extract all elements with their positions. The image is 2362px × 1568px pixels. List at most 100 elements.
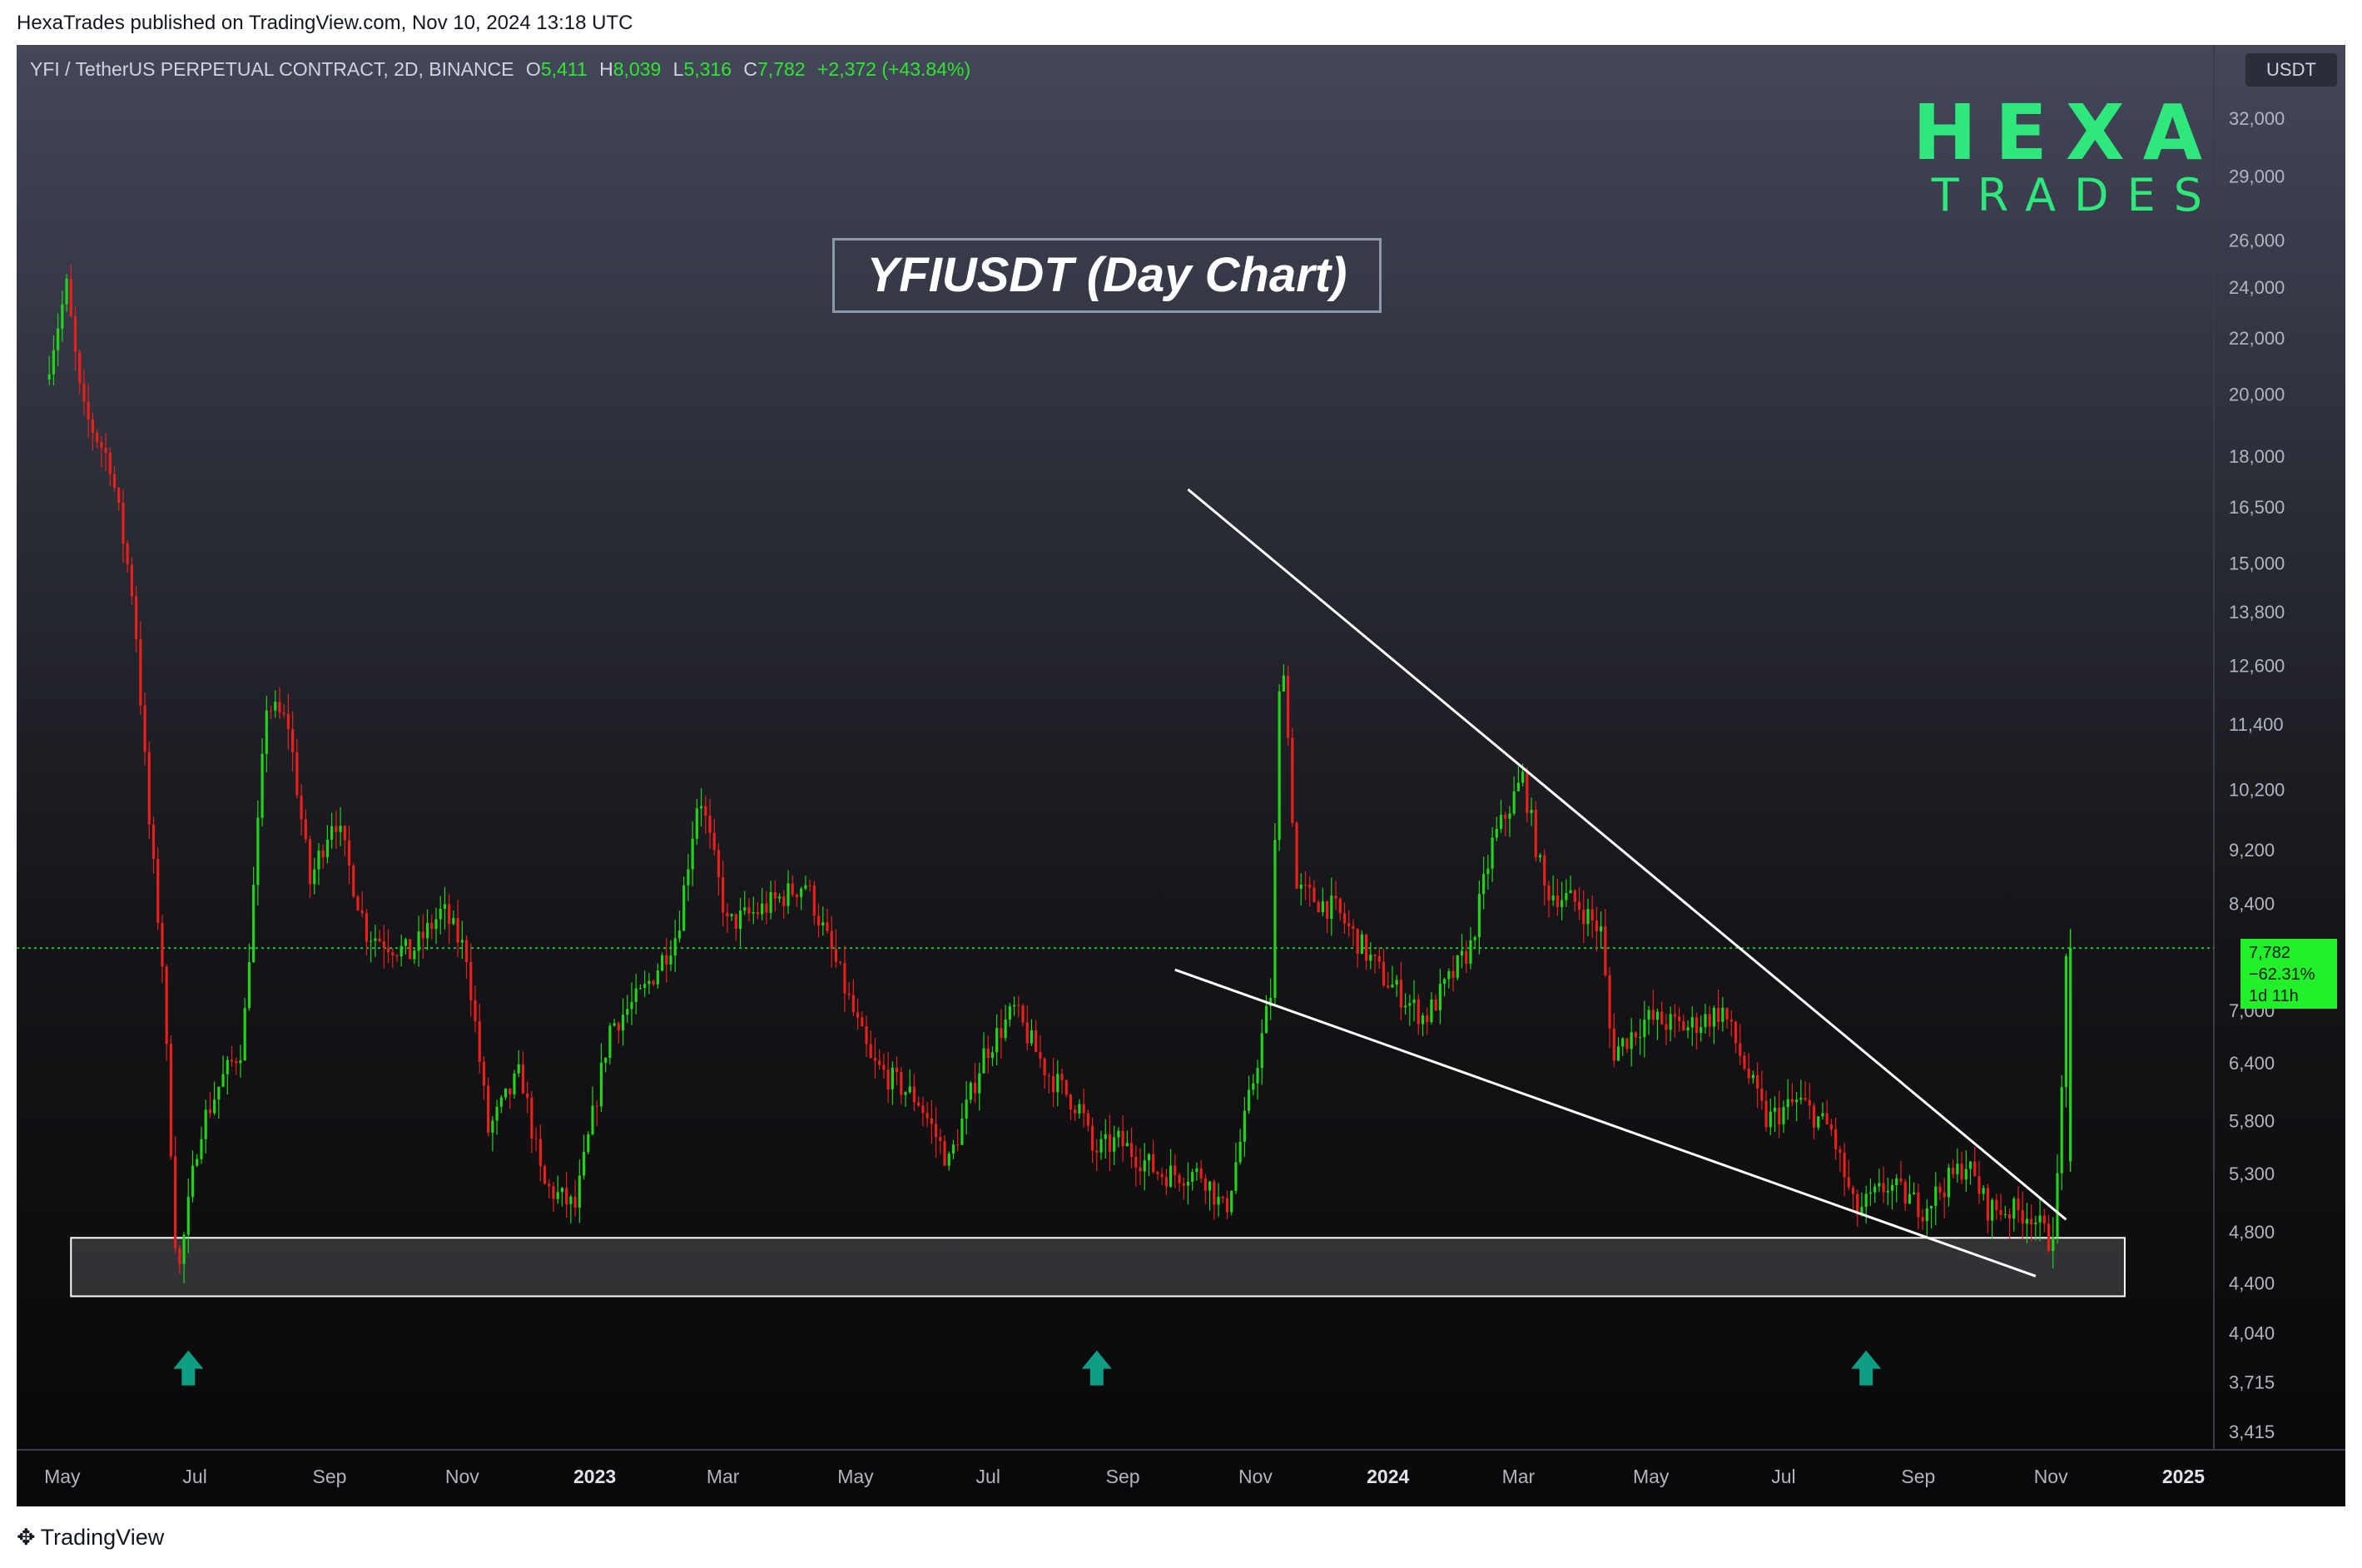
candle	[1199, 1160, 1203, 1183]
candle	[365, 909, 369, 956]
candle-body	[460, 940, 464, 943]
candle	[1917, 1183, 1920, 1230]
candle	[1995, 1193, 1998, 1220]
chart-area[interactable]: 32,000 29,000 26,000 24,000 22,000 20,000 18,0…	[17, 45, 2345, 1506]
logo-line2: TRADES	[1931, 169, 2221, 221]
candlestick-chart[interactable]: 32,000 29,000 26,000 24,000 22,000 20,000 18,0…	[17, 45, 2345, 1506]
candle	[135, 585, 138, 653]
candle-body	[370, 940, 373, 942]
candle-body	[1286, 675, 1290, 738]
candle	[865, 1015, 868, 1058]
candle-body	[282, 712, 285, 714]
candle-body	[1600, 926, 1603, 932]
candle-body	[478, 1021, 481, 1062]
candle-body	[530, 1097, 533, 1139]
candle	[1786, 1079, 1789, 1120]
candle-body	[791, 883, 794, 895]
candle	[1213, 1178, 1216, 1220]
candle-body	[1203, 1178, 1207, 1191]
candle-body	[951, 1144, 955, 1154]
candle	[139, 621, 142, 715]
candle	[1051, 1057, 1055, 1108]
candle	[1408, 995, 1412, 1026]
candle-body	[1799, 1098, 1803, 1100]
candle	[1299, 873, 1303, 906]
candle	[1243, 1097, 1246, 1157]
logo-line1: HEXA	[1913, 88, 2221, 177]
candle-body	[112, 474, 117, 489]
candle	[2030, 1203, 2033, 1242]
candle-body	[1264, 1005, 1268, 1034]
candle	[1060, 1068, 1064, 1094]
candle	[925, 1102, 929, 1128]
candle-body	[878, 1060, 881, 1065]
candle	[1695, 1012, 1699, 1050]
candle	[830, 915, 833, 968]
candle-body	[1886, 1190, 1889, 1193]
candle	[112, 465, 117, 492]
candle	[1203, 1174, 1207, 1204]
high-label: H	[599, 58, 613, 80]
candle	[908, 1069, 911, 1094]
candle-body	[895, 1067, 899, 1073]
candle-body	[882, 1064, 886, 1070]
candle	[278, 687, 281, 720]
candle-body	[343, 826, 346, 841]
candle	[1139, 1148, 1142, 1185]
candle	[265, 695, 268, 772]
candle-body	[174, 1156, 177, 1248]
candle-body	[1238, 1141, 1242, 1163]
candle	[474, 985, 477, 1033]
candle-body	[886, 1069, 890, 1089]
candle	[186, 1178, 190, 1253]
candle	[2056, 1154, 2059, 1244]
candle-body	[777, 896, 782, 899]
candle-body	[1561, 900, 1564, 907]
candle-body	[1338, 898, 1342, 914]
candle	[726, 903, 729, 933]
candle	[1090, 1117, 1094, 1164]
x-tick-label: Sep	[1106, 1466, 1140, 1487]
symbol-info[interactable]: YFI / TetherUS PERPETUAL CONTRACT, 2D, B…	[30, 58, 970, 81]
candle-body	[1260, 1033, 1263, 1069]
candle	[151, 816, 156, 874]
candle-body	[365, 913, 369, 942]
y-tick-label: 29,000	[2229, 166, 2285, 186]
candle	[1899, 1160, 1903, 1186]
candle	[399, 934, 403, 967]
candle-body	[621, 1015, 625, 1031]
candle	[1382, 949, 1386, 988]
candle	[304, 809, 307, 844]
candle	[795, 893, 799, 907]
candle	[973, 1063, 977, 1104]
candle	[1769, 1098, 1772, 1135]
candle-body	[1047, 1075, 1050, 1077]
candle-body	[360, 911, 364, 914]
candle	[130, 557, 133, 606]
candle-body	[1895, 1178, 1898, 1185]
candle	[300, 784, 303, 836]
candle-body	[452, 917, 455, 925]
currency-button[interactable]: USDT	[2245, 53, 2337, 87]
candle-body	[295, 752, 299, 796]
candle	[1208, 1180, 1212, 1211]
candle-body	[839, 961, 842, 964]
candle	[156, 846, 160, 930]
candle-body	[548, 1183, 551, 1187]
candle-body	[1929, 1205, 1933, 1208]
candle	[1795, 1092, 1799, 1122]
candle-body	[734, 914, 737, 930]
candle	[230, 1046, 234, 1067]
candle	[174, 1136, 177, 1253]
candle-body	[1499, 814, 1503, 829]
candle-body	[1030, 1030, 1034, 1044]
candle-body	[434, 919, 438, 930]
candle	[1651, 990, 1655, 1025]
candle-body	[196, 1159, 199, 1166]
candle	[1443, 977, 1446, 997]
candle-body	[1651, 1010, 1655, 1020]
candle-body	[186, 1196, 190, 1235]
tradingview-footer[interactable]: ✥ TradingView	[17, 1525, 164, 1551]
current-price-badge: 7,782 −62.31% 1d 11h	[2240, 939, 2337, 1009]
candle-body	[1982, 1188, 1985, 1194]
